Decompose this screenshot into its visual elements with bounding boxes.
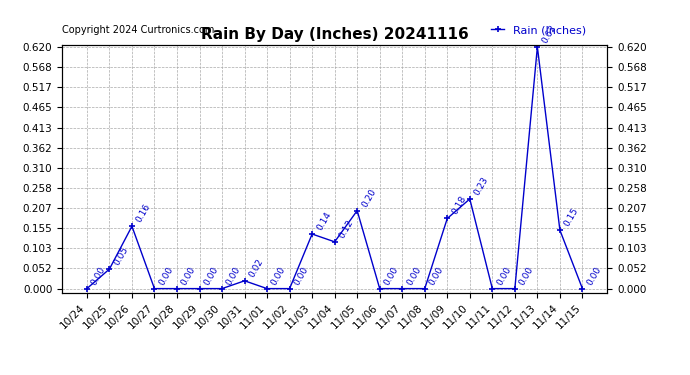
Text: 0.23: 0.23 [473, 175, 491, 197]
Rain (Inches) [240, 279, 248, 283]
Title: Rain By Day (Inches) 20241116: Rain By Day (Inches) 20241116 [201, 27, 469, 42]
Text: 0.00: 0.00 [427, 265, 445, 286]
Rain (Inches) [398, 286, 406, 291]
Rain (Inches) [172, 286, 181, 291]
Text: 0.00: 0.00 [90, 265, 108, 286]
Text: 0.00: 0.00 [270, 265, 288, 286]
Rain (Inches) [83, 286, 91, 291]
Rain (Inches) [353, 209, 362, 213]
Rain (Inches) [331, 240, 339, 244]
Rain (Inches) [375, 286, 384, 291]
Text: 0.00: 0.00 [405, 265, 423, 286]
Text: 0.02: 0.02 [247, 257, 265, 279]
Text: Copyright 2024 Curtronics.com: Copyright 2024 Curtronics.com [62, 25, 215, 35]
Text: 0.62: 0.62 [540, 23, 558, 45]
Rain (Inches) [128, 224, 136, 228]
Rain (Inches) [578, 286, 586, 291]
Rain (Inches) [286, 286, 294, 291]
Text: 0.00: 0.00 [518, 265, 535, 286]
Rain (Inches) [443, 216, 451, 221]
Rain (Inches) [195, 286, 204, 291]
Text: 0.12: 0.12 [337, 218, 355, 240]
Rain (Inches) [533, 45, 542, 49]
Rain (Inches) [489, 286, 497, 291]
Rain (Inches) [106, 267, 114, 272]
Text: 0.15: 0.15 [562, 206, 580, 228]
Text: 0.00: 0.00 [179, 265, 197, 286]
Rain (Inches) [150, 286, 159, 291]
Line: Rain (Inches): Rain (Inches) [83, 44, 586, 292]
Text: 0.00: 0.00 [495, 265, 513, 286]
Text: 0.00: 0.00 [382, 265, 400, 286]
Rain (Inches) [308, 232, 316, 236]
Text: 0.00: 0.00 [202, 265, 220, 286]
Legend: Rain (Inches): Rain (Inches) [486, 21, 591, 40]
Rain (Inches) [511, 286, 519, 291]
Text: 0.00: 0.00 [585, 265, 603, 286]
Rain (Inches) [218, 286, 226, 291]
Rain (Inches) [263, 286, 271, 291]
Text: 0.00: 0.00 [225, 265, 243, 286]
Rain (Inches) [466, 197, 474, 201]
Text: 0.00: 0.00 [293, 265, 310, 286]
Text: 0.05: 0.05 [112, 245, 130, 267]
Text: 0.16: 0.16 [135, 202, 152, 224]
Text: 0.18: 0.18 [450, 195, 468, 216]
Rain (Inches) [421, 286, 429, 291]
Rain (Inches) [555, 228, 564, 232]
Text: 0.00: 0.00 [157, 265, 175, 286]
Text: 0.14: 0.14 [315, 210, 333, 232]
Text: 0.20: 0.20 [360, 187, 377, 209]
